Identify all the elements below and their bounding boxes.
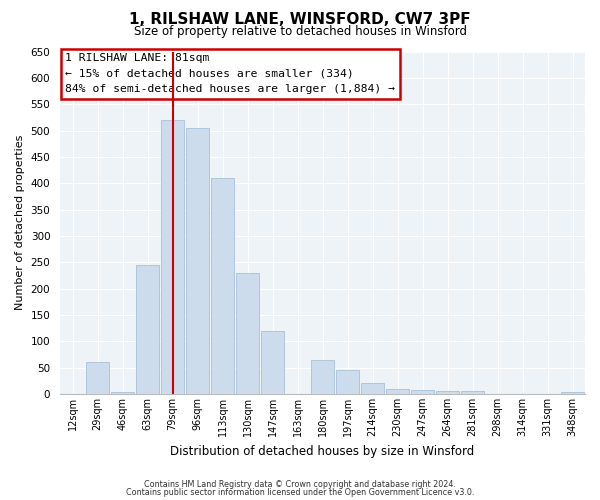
Bar bbox=[461, 392, 484, 394]
Text: 1 RILSHAW LANE: 81sqm
← 15% of detached houses are smaller (334)
84% of semi-det: 1 RILSHAW LANE: 81sqm ← 15% of detached … bbox=[65, 53, 395, 94]
Bar bbox=[86, 362, 109, 394]
Bar bbox=[161, 120, 184, 394]
Bar bbox=[386, 388, 409, 394]
Text: 1, RILSHAW LANE, WINSFORD, CW7 3PF: 1, RILSHAW LANE, WINSFORD, CW7 3PF bbox=[129, 12, 471, 28]
Text: Size of property relative to detached houses in Winsford: Size of property relative to detached ho… bbox=[133, 25, 467, 38]
Bar bbox=[436, 392, 460, 394]
Text: Contains HM Land Registry data © Crown copyright and database right 2024.: Contains HM Land Registry data © Crown c… bbox=[144, 480, 456, 489]
Y-axis label: Number of detached properties: Number of detached properties bbox=[15, 135, 25, 310]
X-axis label: Distribution of detached houses by size in Winsford: Distribution of detached houses by size … bbox=[170, 444, 475, 458]
Bar bbox=[560, 392, 584, 394]
Bar bbox=[335, 370, 359, 394]
Bar bbox=[311, 360, 334, 394]
Bar bbox=[136, 265, 160, 394]
Bar bbox=[110, 392, 134, 394]
Bar bbox=[410, 390, 434, 394]
Bar bbox=[260, 331, 284, 394]
Bar bbox=[361, 384, 385, 394]
Bar bbox=[236, 273, 259, 394]
Bar bbox=[185, 128, 209, 394]
Text: Contains public sector information licensed under the Open Government Licence v3: Contains public sector information licen… bbox=[126, 488, 474, 497]
Bar bbox=[211, 178, 235, 394]
